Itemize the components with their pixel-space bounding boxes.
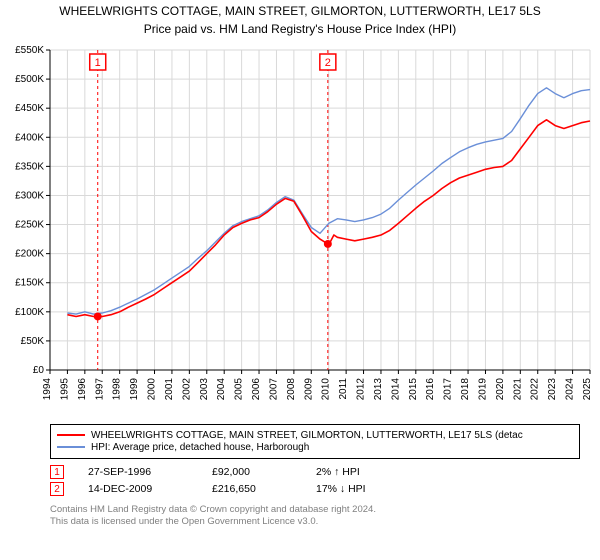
marker-delta: 17% ↓ HPI [316, 483, 366, 495]
svg-text:1998: 1998 [112, 377, 123, 400]
svg-text:2008: 2008 [286, 377, 297, 400]
svg-text:£50K: £50K [21, 336, 45, 347]
marker-date: 14-DEC-2009 [88, 483, 188, 495]
legend-item: WHEELWRIGHTS COTTAGE, MAIN STREET, GILMO… [57, 430, 573, 441]
marker-price: £92,000 [212, 466, 292, 478]
marker-date: 27-SEP-1996 [88, 466, 188, 478]
chart-svg: £0 £50K £100K £150K £200K £250K £300K £350K £400… [0, 40, 600, 420]
svg-text:1994: 1994 [42, 377, 53, 400]
footnote-line: This data is licensed under the Open Gov… [50, 516, 580, 528]
svg-text:2000: 2000 [147, 377, 158, 400]
legend: WHEELWRIGHTS COTTAGE, MAIN STREET, GILMO… [50, 424, 580, 459]
legend-item: HPI: Average price, detached house, Harb… [57, 442, 573, 453]
svg-text:£250K: £250K [15, 219, 44, 230]
svg-text:£550K: £550K [15, 45, 44, 56]
marker-delta: 2% ↑ HPI [316, 466, 360, 478]
footnote-line: Contains HM Land Registry data © Crown c… [50, 504, 580, 516]
chart-plot: £0 £50K £100K £150K £200K £250K £300K £350K £400… [0, 40, 600, 420]
svg-text:£200K: £200K [15, 248, 44, 259]
svg-text:2024: 2024 [565, 377, 576, 400]
svg-text:2004: 2004 [216, 377, 227, 400]
chart-container: WHEELWRIGHTS COTTAGE, MAIN STREET, GILMO… [0, 0, 600, 560]
svg-text:£450K: £450K [15, 103, 44, 114]
svg-text:2003: 2003 [199, 377, 210, 400]
svg-text:2023: 2023 [547, 377, 558, 400]
svg-text:2020: 2020 [495, 377, 506, 400]
svg-text:£300K: £300K [15, 190, 44, 201]
svg-text:2011: 2011 [338, 377, 349, 399]
svg-text:2009: 2009 [303, 377, 314, 400]
svg-text:2006: 2006 [251, 377, 262, 400]
svg-text:2010: 2010 [321, 377, 332, 400]
marker-badge: 1 [50, 465, 64, 479]
svg-text:2021: 2021 [512, 377, 523, 400]
svg-text:2007: 2007 [268, 377, 279, 400]
chart-subtitle: Price paid vs. HM Land Registry's House … [0, 22, 600, 40]
marker-price: £216,650 [212, 483, 292, 495]
svg-text:2001: 2001 [164, 377, 175, 400]
svg-text:2005: 2005 [234, 377, 245, 400]
chart-title: WHEELWRIGHTS COTTAGE, MAIN STREET, GILMO… [0, 0, 600, 22]
svg-text:2018: 2018 [460, 377, 471, 400]
svg-text:2002: 2002 [181, 377, 192, 400]
svg-text:2014: 2014 [390, 377, 401, 400]
svg-text:£100K: £100K [15, 306, 44, 317]
footnote: Contains HM Land Registry data © Crown c… [50, 504, 580, 529]
svg-text:2016: 2016 [425, 377, 436, 400]
svg-text:£350K: £350K [15, 161, 44, 172]
legend-label: WHEELWRIGHTS COTTAGE, MAIN STREET, GILMO… [91, 430, 523, 441]
svg-text:2: 2 [325, 57, 331, 69]
legend-label: HPI: Average price, detached house, Harb… [91, 442, 309, 453]
legend-swatch [57, 446, 85, 448]
svg-text:2022: 2022 [530, 377, 541, 400]
svg-text:£400K: £400K [15, 132, 44, 143]
legend-swatch [57, 434, 85, 436]
svg-text:1996: 1996 [77, 377, 88, 400]
svg-text:2017: 2017 [443, 377, 454, 400]
svg-text:2015: 2015 [408, 377, 419, 400]
svg-text:2019: 2019 [477, 377, 488, 400]
svg-text:1997: 1997 [94, 377, 105, 400]
svg-text:£150K: £150K [15, 277, 44, 288]
svg-text:1995: 1995 [59, 377, 70, 400]
marker-table: 1 27-SEP-1996 £92,000 2% ↑ HPI 2 14-DEC-2009 £… [50, 465, 580, 496]
svg-text:2012: 2012 [356, 377, 367, 400]
svg-text:1999: 1999 [129, 377, 140, 400]
marker-row: 2 14-DEC-2009 £216,650 17% ↓ HPI [50, 482, 580, 496]
svg-text:2013: 2013 [373, 377, 384, 400]
svg-text:1: 1 [95, 57, 101, 69]
svg-text:£500K: £500K [15, 74, 44, 85]
svg-text:2025: 2025 [582, 377, 593, 400]
marker-row: 1 27-SEP-1996 £92,000 2% ↑ HPI [50, 465, 580, 479]
svg-text:£0: £0 [33, 365, 45, 376]
marker-badge: 2 [50, 482, 64, 496]
